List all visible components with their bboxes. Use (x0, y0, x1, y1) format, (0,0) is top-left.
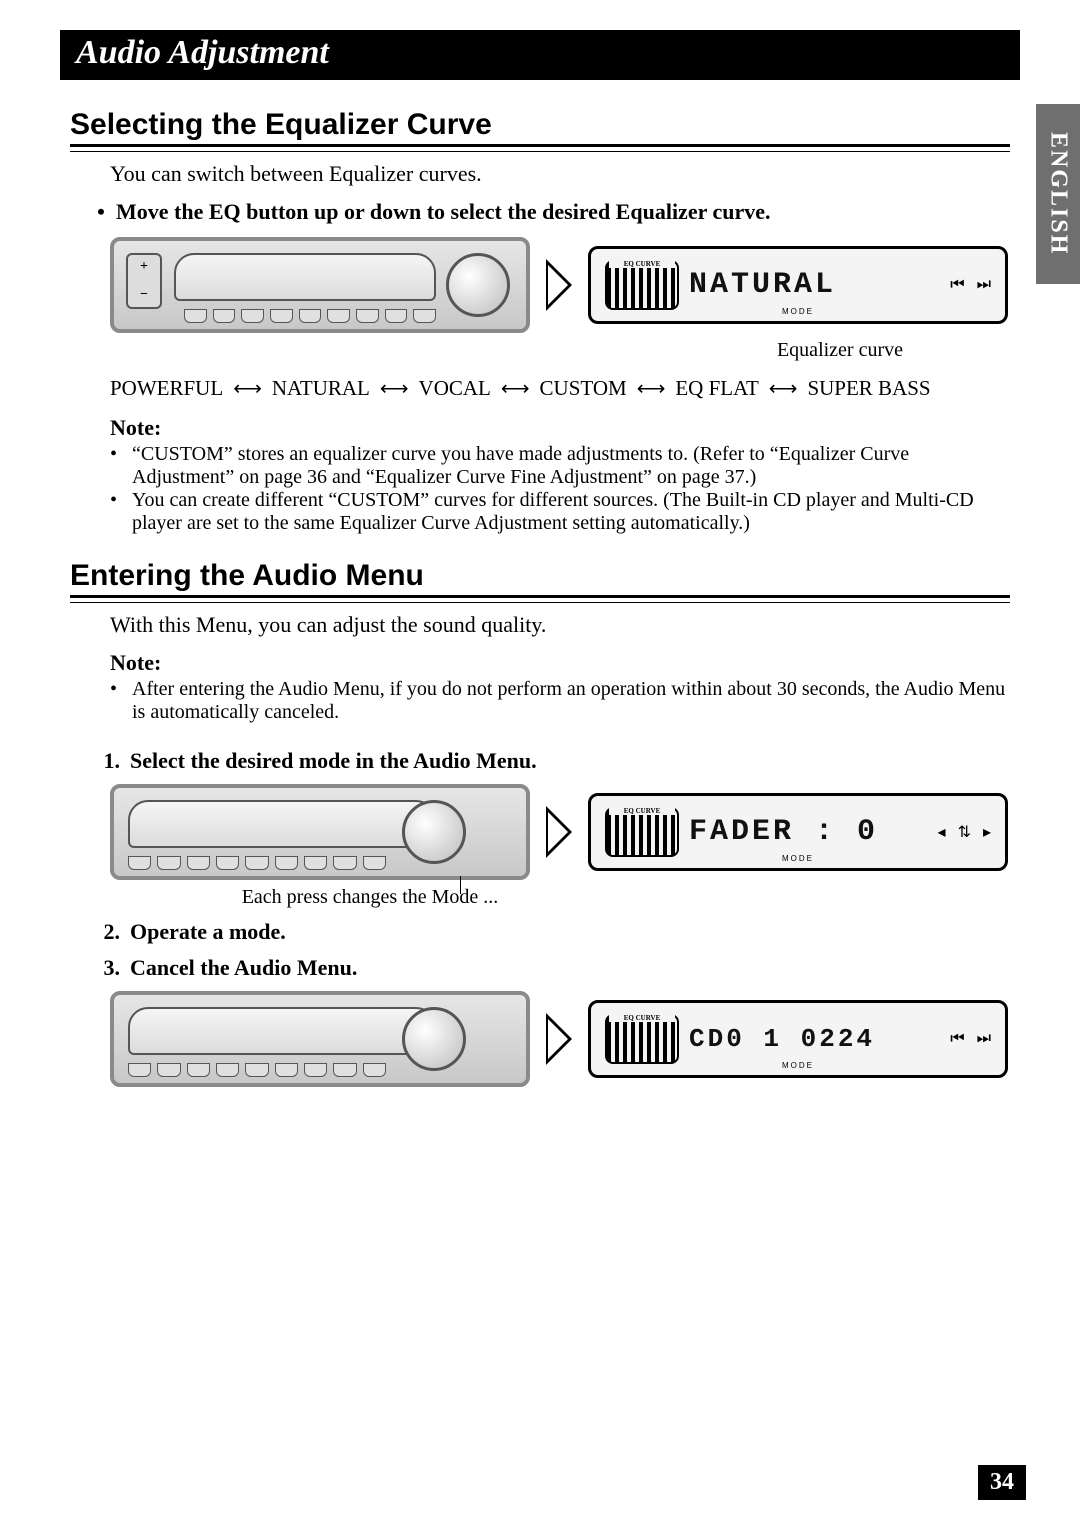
step1-caption-text: Each press changes the Mode ... (110, 886, 530, 909)
language-label: ENGLISH (1045, 132, 1072, 255)
page-number-text: 34 (990, 1469, 1014, 1495)
eq-curve-icon (605, 807, 679, 857)
lcd-display-panel-fader: FADER : 0 ◂ ⇅ ▸ MODE (588, 793, 1008, 871)
eq-figure-row: + − NATURAL ⏮ ⏭ MODE (110, 237, 1010, 333)
preset-button-row (184, 309, 436, 323)
double-arrow-icon: ⟷ (233, 379, 262, 399)
nav-icons: ⏮ ⏭ (950, 1030, 991, 1048)
stereo-faceplate-illustration: + − (110, 237, 530, 333)
prev-track-icon: ⏮ (950, 1030, 964, 1048)
faceplate-display-area (128, 800, 436, 848)
preset-button-row (128, 856, 386, 870)
stereo-faceplate-illustration (110, 991, 530, 1087)
step-2: 2. Operate a mode. (94, 919, 1010, 945)
eq-seq-item: VOCAL (419, 376, 491, 401)
step1-caption: Each press changes the Mode ... (110, 886, 530, 909)
page-number: 34 (978, 1465, 1026, 1500)
eq-note-heading: Note: (110, 415, 1010, 441)
plus-icon: + (140, 259, 148, 275)
arrow-right-icon (546, 259, 572, 311)
lcd-text-fader: FADER : 0 (689, 815, 928, 849)
eq-note-list: “CUSTOM” stores an equalizer curve you h… (110, 443, 1010, 535)
pointer-line-icon (460, 876, 461, 894)
lcd-text-eq: NATURAL (689, 268, 940, 302)
next-track-icon: ⏭ (977, 1030, 991, 1048)
faceplate-display-area (174, 253, 436, 301)
audio-note-heading: Note: (110, 650, 1010, 676)
double-arrow-icon: ⟷ (769, 379, 798, 399)
double-arrow-icon: ⟷ (380, 379, 409, 399)
section-heading-audio: Entering the Audio Menu (70, 559, 1010, 598)
audio-note-1: After entering the Audio Menu, if you do… (132, 678, 1010, 724)
audio-step-list: 1. Select the desired mode in the Audio … (94, 748, 1010, 774)
step-3-text: Cancel the Audio Menu. (130, 955, 357, 981)
eq-instruction: • Move the EQ button up or down to selec… (94, 199, 1010, 225)
eq-seq-item: NATURAL (272, 376, 370, 401)
eq-sequence: POWERFUL ⟷ NATURAL ⟷ VOCAL ⟷ CUSTOM ⟷ EQ… (110, 376, 1010, 401)
audio-note-list: After entering the Audio Menu, if you do… (110, 678, 1010, 724)
double-arrow-icon: ⟷ (637, 379, 666, 399)
nav-icons: ⏮ ⏭ (950, 276, 991, 294)
section-heading-audio-text: Entering the Audio Menu (70, 559, 424, 592)
volume-knob-icon (446, 253, 510, 317)
step-number: 1. (94, 748, 120, 774)
up-down-icon: ⇅ (958, 822, 971, 842)
preset-button-row (128, 1063, 386, 1077)
eq-curve-icon (605, 260, 679, 310)
step-number: 3. (94, 955, 120, 981)
step-1-text: Select the desired mode in the Audio Men… (130, 748, 537, 774)
stereo-faceplate-illustration (110, 784, 530, 880)
right-arrow-icon: ▸ (983, 822, 991, 842)
eq-seq-item: CUSTOM (540, 376, 627, 401)
arrow-right-icon (546, 806, 572, 858)
language-tab: ENGLISH (1036, 104, 1080, 284)
step-1: 1. Select the desired mode in the Audio … (94, 748, 1010, 774)
step-number: 2. (94, 919, 120, 945)
mode-button-icon (402, 1007, 466, 1071)
step3-figure-row: CD0 1 0224 ⏮ ⏭ MODE (110, 991, 1010, 1087)
lcd-display-panel-cd: CD0 1 0224 ⏮ ⏭ MODE (588, 1000, 1008, 1078)
eq-seq-item: SUPER BASS (807, 376, 930, 401)
lcd-text-cd: CD0 1 0224 (689, 1024, 940, 1054)
eq-intro: You can switch between Equalizer curves. (110, 161, 1010, 187)
arrow-right-icon (546, 1013, 572, 1065)
double-arrow-icon: ⟷ (501, 379, 530, 399)
faceplate-display-area (128, 1007, 436, 1055)
nav-icons: ◂ ⇅ ▸ (938, 822, 991, 842)
eq-figure-caption: Equalizer curve (110, 339, 1080, 362)
eq-seq-item: POWERFUL (110, 376, 223, 401)
prev-track-icon: ⏮ (950, 276, 964, 294)
eq-seq-item: EQ FLAT (675, 376, 758, 401)
next-track-icon: ⏭ (977, 276, 991, 294)
step-2-text: Operate a mode. (130, 919, 286, 945)
lcd-display-panel-eq: NATURAL ⏮ ⏭ MODE (588, 246, 1008, 324)
mode-button-icon (402, 800, 466, 864)
mode-bar: MODE (681, 1061, 915, 1071)
manual-page: Audio Adjustment ENGLISH Selecting the E… (0, 0, 1080, 1534)
eq-instruction-text: Move the EQ button up or down to select … (116, 199, 770, 225)
eq-note-1: “CUSTOM” stores an equalizer curve you h… (132, 443, 1010, 489)
bullet-icon: • (94, 199, 108, 225)
section-heading-eq: Selecting the Equalizer Curve (70, 108, 1010, 147)
eq-curve-icon (605, 1014, 679, 1064)
eq-rocker-switch: + − (126, 253, 162, 309)
mode-bar: MODE (681, 854, 915, 864)
eq-note-2: You can create different “CUSTOM” curves… (132, 489, 1010, 535)
mode-bar: MODE (681, 307, 915, 317)
audio-intro: With this Menu, you can adjust the sound… (110, 612, 1010, 638)
step-3: 3. Cancel the Audio Menu. (94, 955, 1010, 981)
chapter-title: Audio Adjustment (76, 34, 329, 71)
left-arrow-icon: ◂ (938, 822, 946, 842)
minus-icon: − (140, 287, 148, 303)
audio-step-list-cont: 2. Operate a mode. 3. Cancel the Audio M… (94, 919, 1010, 981)
step1-figure-row: FADER : 0 ◂ ⇅ ▸ MODE (110, 784, 1010, 880)
chapter-title-bar: Audio Adjustment (60, 30, 1020, 80)
section-heading-eq-text: Selecting the Equalizer Curve (70, 108, 492, 141)
